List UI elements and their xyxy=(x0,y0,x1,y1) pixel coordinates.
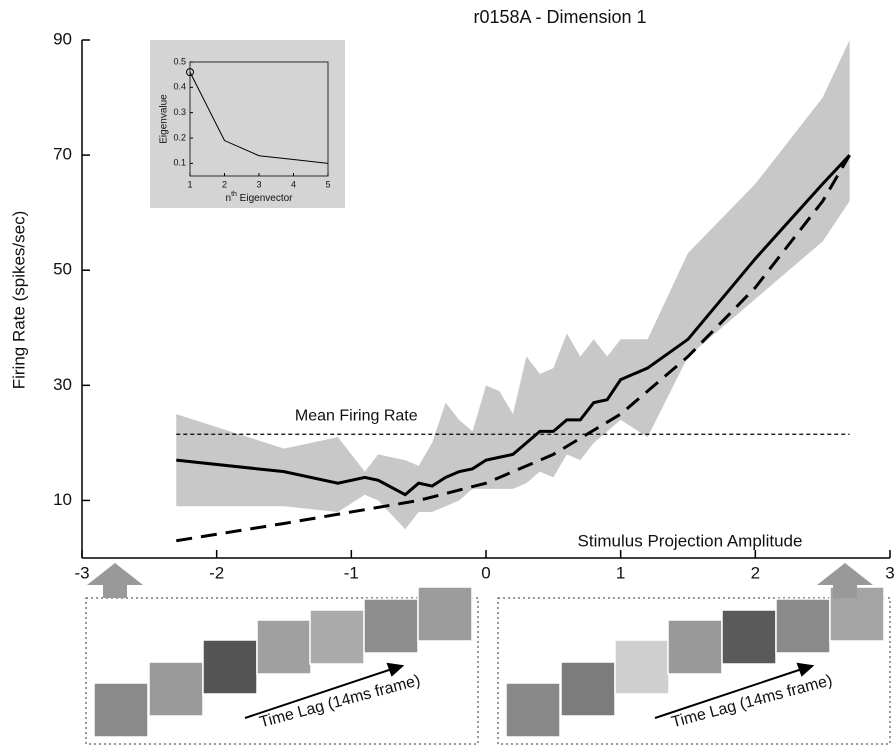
x-tick-label: -2 xyxy=(209,563,224,582)
eigen-line xyxy=(189,71,329,164)
annotation: Stimulus Projection Amplitude xyxy=(578,531,803,550)
x-tick-label: 2 xyxy=(751,563,760,582)
chart-title: r0158A - Dimension 1 xyxy=(473,7,646,27)
x-tick-label: 4 xyxy=(291,179,296,189)
y-tick-label: 0.2 xyxy=(173,132,186,142)
x-axis-label-part: Eigenvector xyxy=(237,193,293,204)
y-tick-label: 10 xyxy=(53,490,72,509)
eigen-marker xyxy=(186,68,194,77)
y-tick-label: 0.5 xyxy=(173,56,186,66)
x-tick-label: 3 xyxy=(885,563,894,582)
series-line xyxy=(176,154,851,497)
series-line xyxy=(176,154,851,543)
panel-frame xyxy=(85,597,479,745)
y-tick-label: 90 xyxy=(53,29,72,48)
x-tick-label: -1 xyxy=(344,563,359,582)
band xyxy=(176,40,850,530)
x-axis-label-part: th xyxy=(231,191,237,198)
y-axis-label: Eigenvalue xyxy=(159,94,170,144)
time-arrows xyxy=(244,662,815,719)
x-tick-label: 1 xyxy=(616,563,625,582)
frames xyxy=(93,586,885,738)
panel-label: Time Lag (14ms frame) xyxy=(258,672,422,731)
x-tick-label: 5 xyxy=(325,179,330,189)
panel-label: Time Lag (14ms frame) xyxy=(670,672,834,731)
x-axis-label: nth Eigenvector xyxy=(226,191,294,203)
y-tick-label: 0.4 xyxy=(173,82,186,92)
arrow-up xyxy=(87,563,143,598)
x-axis-label-part: n xyxy=(226,193,232,204)
x-tick-label: 0 xyxy=(481,563,490,582)
y-tick-label: 0.3 xyxy=(173,107,186,117)
y-axis-label: Firing Rate (spikes/sec) xyxy=(9,211,28,390)
arrow-up xyxy=(817,563,873,598)
x-tick-label: 3 xyxy=(256,179,261,189)
y-tick-label: 30 xyxy=(53,375,72,394)
x-tick-label: 1 xyxy=(187,179,192,189)
inset-background xyxy=(150,40,345,208)
y-tick-label: 70 xyxy=(53,145,72,164)
annotation: Mean Firing Rate xyxy=(295,407,418,424)
stimulus-panels: Time Lag (14ms frame) Time Lag (14ms fra… xyxy=(85,563,891,745)
y-tick-label: 0.1 xyxy=(173,158,186,168)
panel-frame xyxy=(497,597,891,745)
y-tick-label: 50 xyxy=(53,260,72,279)
x-tick-label: -3 xyxy=(74,563,89,582)
x-tick-label: 2 xyxy=(222,179,227,189)
